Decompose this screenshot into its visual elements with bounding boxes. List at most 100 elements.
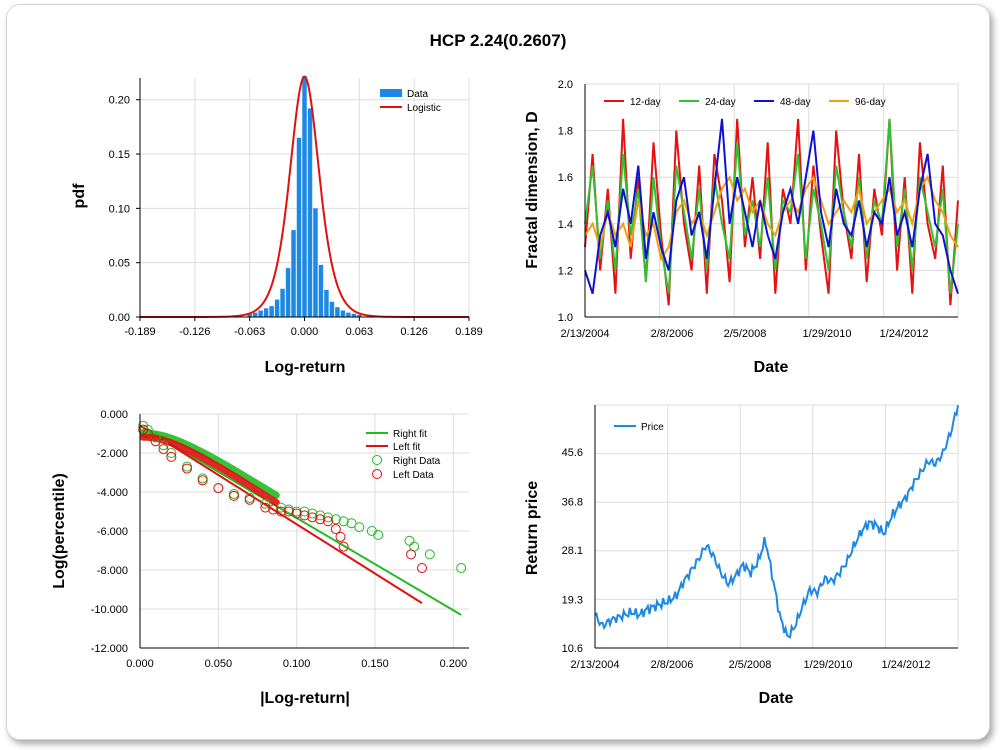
y-tick-label: 2.0 — [558, 79, 573, 91]
legend-label-right-data: Right Data — [393, 456, 441, 467]
fractal-legend: 12-day 24-day 48-day 96-day — [604, 97, 886, 108]
left-data-point — [150, 436, 161, 447]
legend-label-left-fit: Left fit — [393, 442, 420, 453]
price-panel: 10.6 19.3 28.1 36.8 45.6 2/13/2004 2/8/2006 2/5… — [524, 404, 959, 707]
left-data-point — [260, 502, 271, 513]
x-tick-label: 2/8/2006 — [651, 659, 694, 671]
x-tick-label: 0.126 — [400, 326, 428, 338]
right-data-point — [166, 448, 177, 458]
y-tick-label: 1.4 — [558, 219, 573, 231]
left-data-point — [338, 541, 349, 552]
y-tick-label: -10.000 — [91, 604, 128, 616]
price-axes — [594, 405, 958, 649]
tail-points — [138, 420, 467, 574]
y-tick-label: 19.3 — [562, 594, 583, 606]
y-tick-label: 1.0 — [558, 312, 573, 324]
left-data-point — [182, 463, 192, 474]
histogram-bar — [313, 208, 318, 317]
right-data-point — [158, 440, 169, 451]
price-ylabel: Return price — [524, 481, 541, 575]
legend-swatch-right-data — [372, 455, 382, 465]
fractal-lines — [584, 118, 959, 306]
histogram-bar — [307, 108, 313, 317]
x-tick-label: 1/29/2010 — [804, 659, 853, 671]
right-data-point — [197, 473, 208, 484]
y-tick-label: 10.6 — [562, 643, 583, 655]
left-data-point — [229, 490, 239, 501]
legend-label-price: Price — [641, 422, 664, 433]
left-data-point — [283, 506, 294, 517]
histogram-xlabel: Log-return — [265, 359, 346, 376]
x-tick-label: 1/24/2012 — [880, 328, 929, 340]
x-tick-label: 2/8/2006 — [651, 328, 694, 340]
y-tick-label: -2.000 — [97, 448, 128, 460]
histogram-bars — [247, 75, 362, 317]
x-tick-label: 0.200 — [440, 658, 468, 670]
x-tick-label: -0.189 — [124, 326, 155, 338]
legend-swatch-data — [380, 89, 402, 97]
histogram-tick-labels: -0.189 -0.126 -0.063 0.000 0.063 0.126 0.189 0.… — [109, 95, 483, 338]
left-data-point — [158, 444, 169, 455]
histogram-bar — [296, 137, 302, 317]
left-data-point — [268, 504, 279, 515]
left-data-point — [323, 516, 333, 527]
x-tick-label: 0.000 — [291, 326, 319, 338]
histogram-bar — [351, 313, 357, 317]
legend-swatch-left-data — [372, 469, 382, 479]
y-tick-label: 1.8 — [558, 126, 573, 138]
right-data-point — [182, 461, 192, 472]
right-data-point — [354, 522, 365, 533]
price-xlabel: Date — [759, 690, 794, 707]
left-data-point — [330, 524, 341, 535]
fractal-panel: 1.0 1.2 1.4 1.6 1.8 2.0 2/13/2004 2/8/2006 2/5/2… — [524, 79, 959, 376]
histogram-bar — [258, 310, 263, 317]
left-data-point — [291, 508, 302, 519]
left-data-point — [307, 512, 318, 523]
right-fit-line — [139, 424, 462, 616]
y-tick-label: 0.05 — [109, 258, 130, 270]
y-tick-label: 0.00 — [109, 312, 130, 324]
histogram-bar — [274, 299, 280, 317]
price-line — [594, 404, 959, 639]
histogram-bar — [269, 306, 274, 317]
histogram-bar — [263, 308, 269, 317]
y-tick-label: 36.8 — [562, 496, 583, 508]
histogram-bar — [357, 314, 362, 317]
y-tick-label: 0.000 — [100, 409, 128, 421]
x-tick-label: 0.189 — [455, 326, 483, 338]
x-tick-label: 0.063 — [346, 326, 374, 338]
y-tick-label: 45.6 — [562, 447, 583, 459]
x-tick-label: -0.126 — [179, 326, 210, 338]
right-data-point — [404, 535, 415, 546]
histogram-bar — [340, 310, 346, 317]
right-data-point — [330, 514, 341, 525]
histogram-bar — [346, 312, 351, 317]
left-data-point — [276, 506, 286, 517]
right-data-point — [299, 506, 310, 517]
legend-label-24day: 24-day — [705, 97, 736, 108]
histogram-bar — [318, 264, 324, 317]
legend-label-48day: 48-day — [780, 97, 811, 108]
histogram-bar — [247, 313, 252, 317]
histogram-legend: Data Logistic — [380, 89, 441, 114]
x-tick-label: 0.150 — [361, 658, 389, 670]
y-tick-label: 0.15 — [109, 149, 130, 161]
tail-ylabel: Log(percentile) — [51, 473, 68, 589]
left-data-point — [335, 531, 346, 542]
right-data-point — [323, 512, 333, 523]
histogram-bar — [291, 230, 296, 317]
x-tick-label: 1/24/2012 — [882, 659, 931, 671]
chart-frame — [6, 4, 990, 740]
right-data-point — [424, 549, 435, 560]
fractal-ylabel: Fractal dimension, D — [524, 111, 541, 268]
right-data-point — [346, 518, 357, 529]
x-tick-label: 0.050 — [205, 658, 233, 670]
right-data-point — [276, 502, 286, 513]
right-data-point — [229, 488, 239, 499]
price-legend: Price — [614, 422, 664, 433]
fractal-xlabel: Date — [754, 359, 789, 376]
x-tick-label: 0.100 — [283, 658, 311, 670]
x-tick-label: 2/13/2004 — [571, 659, 620, 671]
right-data-point — [456, 563, 467, 574]
